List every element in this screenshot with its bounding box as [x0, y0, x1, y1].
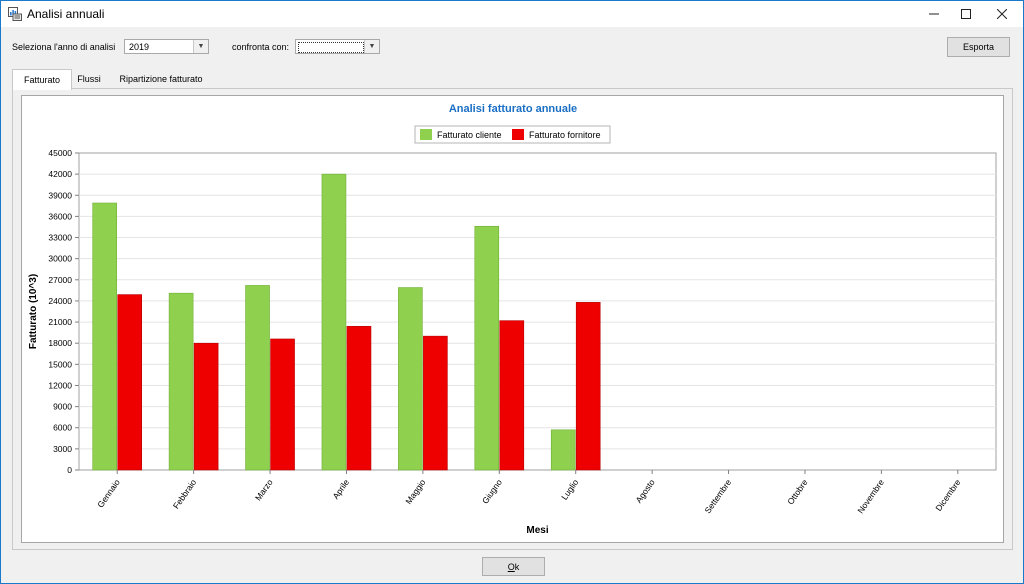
- close-button[interactable]: [985, 1, 1019, 27]
- x-tick-label: Settembre: [702, 477, 733, 515]
- close-icon: [997, 9, 1007, 19]
- y-tick-label: 39000: [48, 190, 72, 200]
- y-tick-label: 0: [67, 465, 72, 475]
- x-tick-label: Luglio: [559, 477, 580, 502]
- maximize-icon: [961, 9, 971, 19]
- x-tick-label: Gennaio: [95, 477, 122, 509]
- bar-fornitore-giugno: [499, 320, 525, 471]
- bar-fornitore-maggio: [423, 335, 448, 471]
- chevron-down-icon[interactable]: ▼: [364, 40, 379, 53]
- tab-fatturato[interactable]: Fatturato: [12, 69, 72, 90]
- x-tick-label: Novembre: [855, 477, 886, 515]
- y-tick-label: 42000: [48, 169, 72, 179]
- bar-fornitore-febbraio: [193, 342, 219, 471]
- y-tick-label: 15000: [48, 359, 72, 369]
- chart-title: Analisi fatturato annuale: [449, 103, 577, 115]
- compare-label: confronta con:: [232, 42, 290, 52]
- bar-cliente-febbraio: [168, 292, 194, 471]
- legend-swatch-cliente: [420, 129, 432, 140]
- ok-button-label: Ok: [507, 561, 520, 572]
- x-axis-label: Mesi: [526, 525, 548, 536]
- y-tick-label: 18000: [48, 338, 72, 348]
- y-tick-label: 30000: [48, 254, 72, 264]
- y-tick-label: 33000: [48, 233, 72, 243]
- x-tick-label: Febbraio: [171, 477, 199, 510]
- compare-select[interactable]: ▼: [295, 39, 380, 54]
- bar-cliente-marzo: [245, 285, 270, 471]
- maximize-button[interactable]: [949, 1, 983, 27]
- chart-container: Analisi fatturato annuale Fatturato clien…: [21, 95, 1004, 543]
- bar-fornitore-gennaio: [117, 294, 143, 471]
- tab-ripartizione-fatturato[interactable]: Ripartizione fatturato: [119, 73, 203, 84]
- tab-flussi[interactable]: Flussi: [77, 73, 101, 84]
- y-tick-label: 36000: [48, 211, 72, 221]
- bar-cliente-giugno: [474, 225, 500, 471]
- legend-swatch-fornitore: [512, 129, 524, 140]
- x-tick-label: Giugno: [480, 477, 504, 505]
- chevron-down-icon[interactable]: ▼: [193, 40, 208, 53]
- x-tick-label: Aprile: [330, 477, 351, 501]
- y-tick-label: 27000: [48, 275, 72, 285]
- year-select[interactable]: 2019 ▼: [124, 39, 209, 54]
- legend-label-cliente: Fatturato cliente: [437, 130, 502, 140]
- export-button[interactable]: Esporta: [947, 37, 1010, 57]
- bar-fornitore-luglio: [575, 302, 601, 471]
- ok-button[interactable]: Ok: [482, 557, 545, 576]
- bar-chart: Analisi fatturato annuale Fatturato clien…: [28, 103, 997, 536]
- legend-label-fornitore: Fatturato fornitore: [529, 130, 601, 140]
- bar-fornitore-marzo: [270, 338, 295, 471]
- bar-fornitore-aprile: [346, 325, 372, 471]
- y-tick-label: 45000: [48, 148, 72, 158]
- x-tick-label: Agosto: [633, 477, 657, 505]
- bar-cliente-luglio: [550, 429, 576, 471]
- y-tick-label: 6000: [53, 423, 72, 433]
- y-tick-label: 21000: [48, 317, 72, 327]
- x-tick-label: Dicembre: [933, 477, 962, 513]
- chart-app-icon: [8, 7, 22, 21]
- minimize-icon: [929, 13, 939, 15]
- minimize-button[interactable]: [917, 1, 951, 27]
- x-tick-label: Marzo: [253, 477, 275, 502]
- compare-select-focus: [298, 42, 364, 53]
- x-tick-label: Maggio: [403, 477, 427, 506]
- plot-area: [78, 152, 997, 471]
- y-axis-label: Fatturato (10^3): [28, 274, 39, 349]
- y-tick-label: 12000: [48, 380, 72, 390]
- y-tick-label: 9000: [53, 402, 72, 412]
- y-tick-label: 3000: [53, 444, 72, 454]
- year-label: Seleziona l'anno di analisi: [12, 42, 116, 52]
- bar-cliente-maggio: [398, 287, 423, 471]
- bar-cliente-gennaio: [92, 202, 118, 471]
- x-tick-label: Ottobre: [785, 477, 810, 506]
- bar-cliente-aprile: [321, 173, 347, 471]
- year-select-value: 2019: [129, 42, 150, 52]
- y-tick-label: 24000: [48, 296, 72, 306]
- window-title: Analisi annuali: [27, 7, 105, 21]
- title-bar: Analisi annuali: [1, 1, 1023, 27]
